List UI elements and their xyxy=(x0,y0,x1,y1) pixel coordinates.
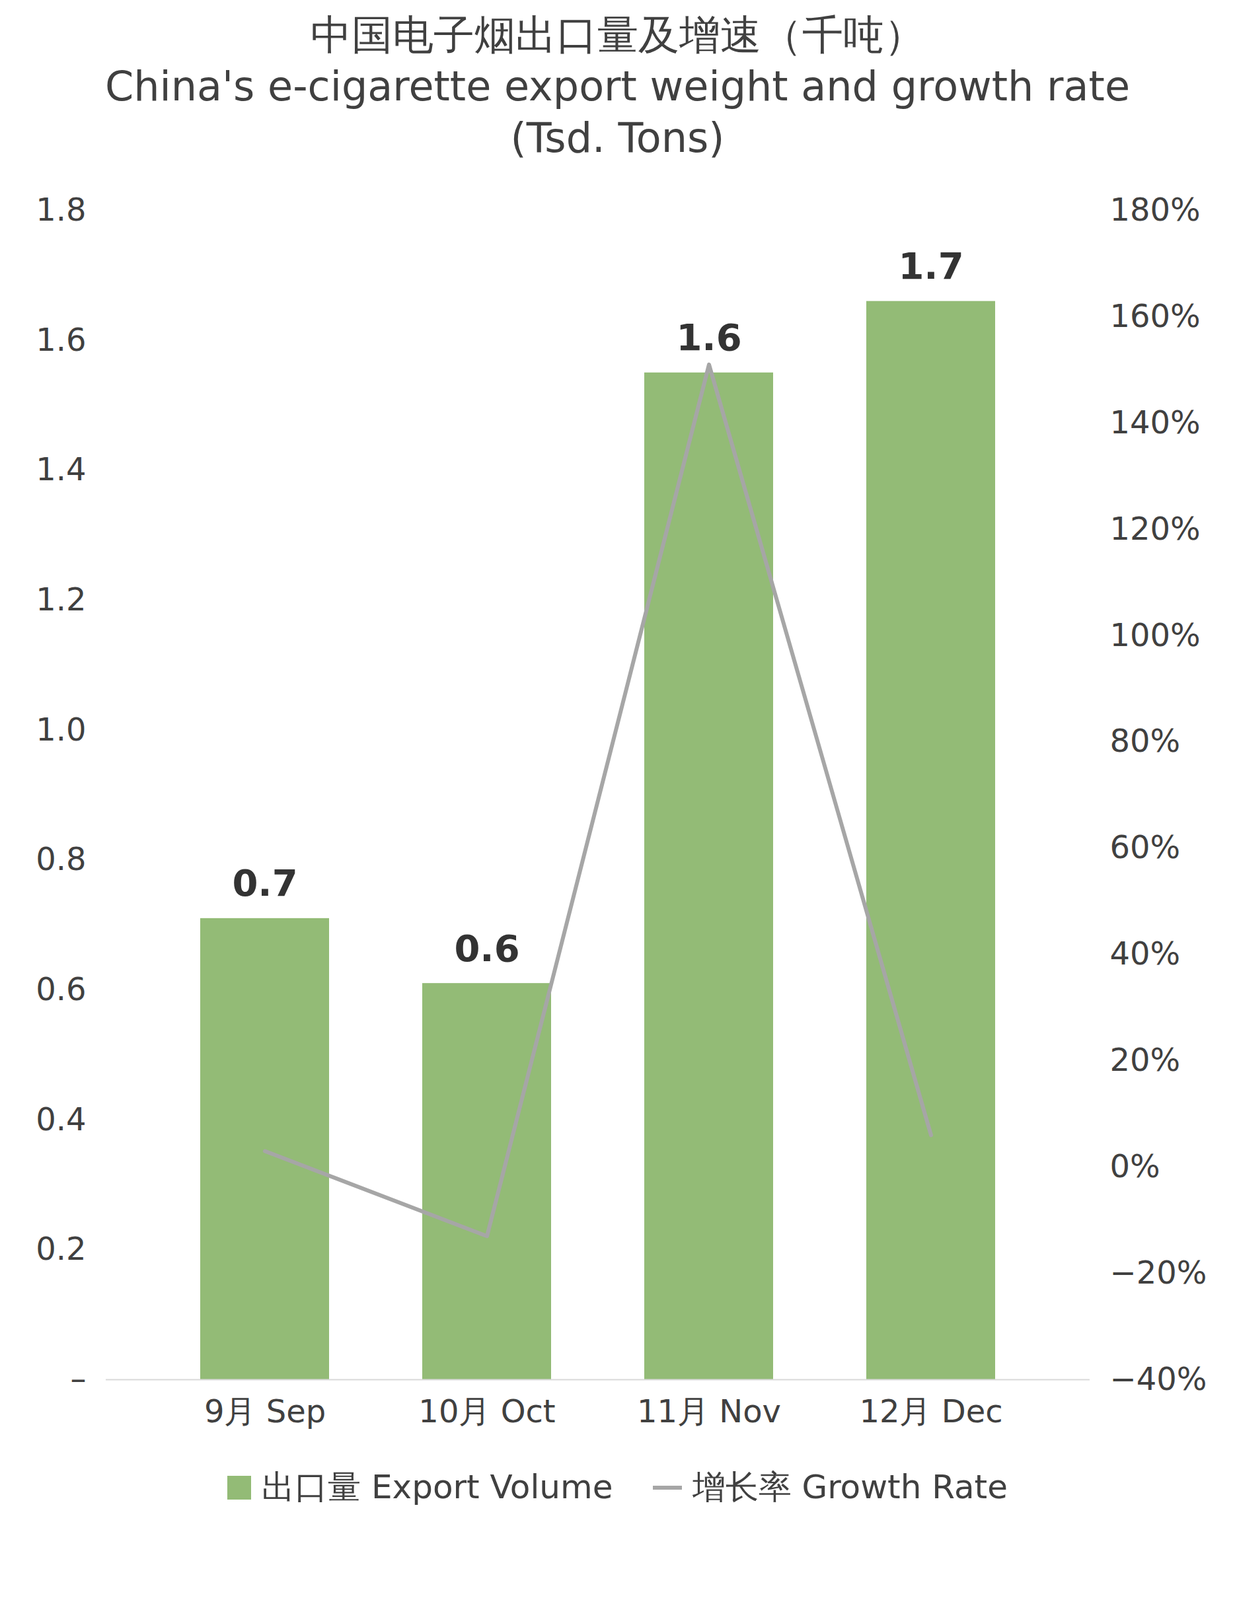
svg-text:0.7: 0.7 xyxy=(231,861,298,905)
svg-text:1.7: 1.7 xyxy=(898,244,964,288)
svg-text:0.8: 0.8 xyxy=(35,840,86,878)
html-text:China's e-cigarette export wei: China's e-cigarette export weight and gr… xyxy=(105,62,1130,162)
svg-text:1.8: 1.8 xyxy=(35,190,86,228)
svg-text:1.0: 1.0 xyxy=(35,711,86,749)
svg-text:80%: 80% xyxy=(1110,722,1181,760)
svg-text:1.6: 1.6 xyxy=(675,315,742,359)
svg-text:100%: 100% xyxy=(1110,615,1201,653)
svg-text:9月 Sep: 9月 Sep xyxy=(204,1392,326,1430)
svg-text:−20%: −20% xyxy=(1110,1254,1208,1292)
svg-text:–: – xyxy=(70,1360,87,1398)
svg-text:0.6: 0.6 xyxy=(453,927,520,971)
html-text:出口量 Export Volume: 出口量 Export Volume xyxy=(261,1468,613,1507)
html-text:增长率 Growth Rate: 增长率 Growth Rate xyxy=(692,1468,1008,1507)
svg-text:60%: 60% xyxy=(1110,828,1181,866)
svg-text:0.6: 0.6 xyxy=(35,970,86,1008)
svg-text:11月 Nov: 11月 Nov xyxy=(636,1392,782,1430)
svg-text:20%: 20% xyxy=(1110,1041,1181,1079)
svg-text:40%: 40% xyxy=(1110,935,1181,973)
svg-text:0.4: 0.4 xyxy=(35,1100,86,1138)
svg-text:120%: 120% xyxy=(1110,510,1201,548)
svg-text:−40%: −40% xyxy=(1110,1360,1208,1398)
svg-text:0%: 0% xyxy=(1110,1147,1161,1185)
svg-text:160%: 160% xyxy=(1110,297,1201,335)
svg-text:1.6: 1.6 xyxy=(35,321,86,359)
svg-text:0.2: 0.2 xyxy=(35,1230,86,1268)
svg-text:140%: 140% xyxy=(1110,403,1201,441)
svg-text:180%: 180% xyxy=(1110,190,1201,228)
svg-text:12月 Dec: 12月 Dec xyxy=(859,1392,1003,1430)
svg-text:1.4: 1.4 xyxy=(35,450,86,488)
svg-text:1.2: 1.2 xyxy=(35,580,86,618)
html-text:中国电子烟出口量及增速（千吨）: 中国电子烟出口量及增速（千吨） xyxy=(310,10,925,59)
svg-text:10月 Oct: 10月 Oct xyxy=(418,1392,556,1430)
